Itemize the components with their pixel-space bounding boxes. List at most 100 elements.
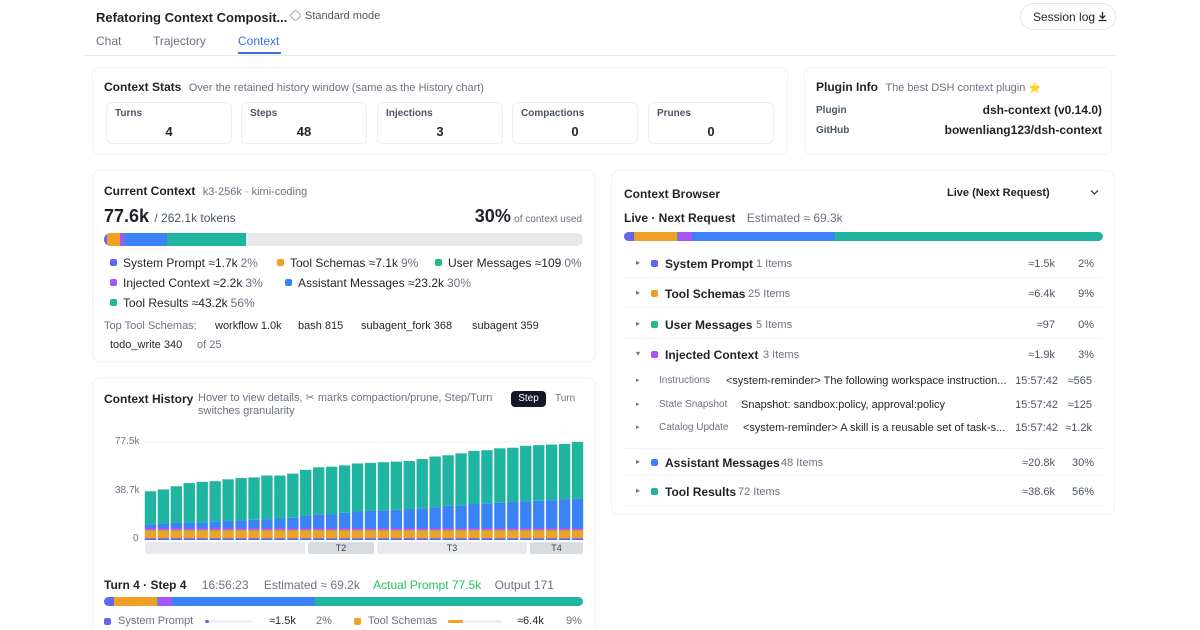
history-bar-tool-results[interactable] [157, 489, 170, 524]
history-bar-tool-results[interactable] [261, 475, 273, 520]
history-bar-injected-context[interactable] [274, 527, 286, 530]
history-bar-tool-schemas[interactable] [494, 530, 506, 539]
history-bar-user-messages[interactable] [196, 529, 208, 531]
history-bar-tool-results[interactable] [325, 466, 338, 515]
history-bar-injected-context[interactable] [248, 527, 260, 530]
history-bar-user-messages[interactable] [157, 529, 170, 531]
history-bar-system-prompt[interactable] [442, 538, 454, 540]
history-bar-system-prompt[interactable] [157, 538, 170, 540]
history-bar-tool-schemas[interactable] [442, 530, 454, 539]
history-bar-tool-schemas[interactable] [209, 530, 221, 539]
history-bar-system-prompt[interactable] [533, 538, 545, 540]
history-bar-injected-context[interactable] [183, 527, 195, 530]
history-bar-injected-context[interactable] [351, 527, 364, 530]
history-bar-user-messages[interactable] [209, 529, 221, 531]
history-bar-tool-schemas[interactable] [533, 530, 545, 539]
history-bar-system-prompt[interactable] [196, 538, 208, 540]
history-bar-tool-results[interactable] [533, 445, 545, 501]
history-bar-assistant-messages[interactable] [442, 505, 454, 528]
history-bar-system-prompt[interactable] [545, 538, 558, 540]
history-bar-injected-context[interactable] [494, 527, 506, 530]
history-bar-system-prompt[interactable] [571, 538, 584, 540]
history-bar-assistant-messages[interactable] [416, 508, 428, 528]
history-bar-system-prompt[interactable] [248, 538, 260, 540]
history-bar-injected-context[interactable] [390, 527, 403, 530]
history-bar-tool-schemas[interactable] [248, 530, 260, 539]
history-bar-user-messages[interactable] [248, 529, 260, 531]
history-bar-user-messages[interactable] [377, 529, 390, 531]
history-bar-system-prompt[interactable] [481, 538, 493, 540]
history-bar-assistant-messages[interactable] [170, 522, 183, 528]
history-bar-assistant-messages[interactable] [494, 502, 506, 528]
history-bar-tool-schemas[interactable] [144, 530, 157, 539]
browser-row-assistant-messages[interactable]: ▸ Assistant Messages 48 Items ≈20.8k 30% [624, 448, 1103, 476]
mode-indicator[interactable]: Standard mode [289, 9, 380, 22]
history-bar-assistant-messages[interactable] [338, 512, 351, 528]
history-bar-user-messages[interactable] [364, 529, 377, 531]
history-bar-injected-context[interactable] [157, 527, 170, 530]
history-bar-tool-results[interactable] [144, 491, 157, 525]
history-bar-injected-context[interactable] [377, 527, 390, 530]
injected-item-state-snapshot[interactable]: ▸ State Snapshot Snapshot: sandbox:polic… [624, 394, 1103, 418]
history-bar-system-prompt[interactable] [494, 538, 506, 540]
history-bar-user-messages[interactable] [545, 529, 558, 531]
history-bar-tool-schemas[interactable] [429, 530, 441, 539]
history-bar-user-messages[interactable] [533, 529, 545, 531]
history-bar-assistant-messages[interactable] [364, 510, 377, 528]
history-bar-user-messages[interactable] [558, 529, 571, 531]
history-bar-tool-schemas[interactable] [416, 530, 428, 539]
history-bar-tool-schemas[interactable] [287, 530, 299, 539]
history-bar-tool-results[interactable] [313, 467, 325, 515]
history-bar-system-prompt[interactable] [144, 538, 157, 540]
history-bar-injected-context[interactable] [558, 527, 571, 530]
history-bar-injected-context[interactable] [545, 527, 558, 530]
history-bar-assistant-messages[interactable] [520, 501, 532, 528]
history-bar-assistant-messages[interactable] [455, 505, 467, 528]
history-bar-assistant-messages[interactable] [429, 507, 441, 528]
history-bar-system-prompt[interactable] [300, 538, 312, 540]
history-bar-assistant-messages[interactable] [468, 503, 480, 528]
history-bar-tool-results[interactable] [235, 478, 247, 521]
history-bar-injected-context[interactable] [442, 527, 454, 530]
browser-row-system-prompt[interactable]: ▸ System Prompt 1 Items ≈1.5k 2% [624, 250, 1103, 278]
history-bar-tool-results[interactable] [338, 465, 351, 513]
history-bar-assistant-messages[interactable] [209, 521, 221, 528]
history-bar-user-messages[interactable] [468, 529, 480, 531]
history-bar-injected-context[interactable] [533, 527, 545, 530]
history-bar-tool-results[interactable] [481, 450, 493, 504]
history-bar-assistant-messages[interactable] [390, 509, 403, 528]
request-select[interactable]: Live (Next Request) [942, 181, 1106, 205]
context-history-chart[interactable] [144, 434, 584, 554]
history-bar-tool-results[interactable] [196, 481, 208, 523]
history-bar-tool-results[interactable] [468, 450, 480, 504]
history-bar-injected-context[interactable] [209, 527, 221, 530]
history-bar-tool-results[interactable] [494, 448, 506, 503]
history-bar-system-prompt[interactable] [558, 538, 571, 540]
history-bar-assistant-messages[interactable] [571, 498, 584, 528]
history-bar-injected-context[interactable] [338, 527, 351, 530]
history-bar-system-prompt[interactable] [416, 538, 428, 540]
history-bar-assistant-messages[interactable] [351, 511, 364, 528]
history-bar-tool-schemas[interactable] [325, 530, 338, 539]
history-bar-assistant-messages[interactable] [533, 500, 545, 528]
history-bar-user-messages[interactable] [222, 529, 234, 531]
history-bar-tool-results[interactable] [183, 483, 195, 523]
history-bar-tool-schemas[interactable] [300, 530, 312, 539]
history-bar-tool-results[interactable] [364, 462, 377, 511]
history-bar-user-messages[interactable] [261, 529, 273, 531]
injected-item-catalog-update[interactable]: ▸ Catalog Update <system-reminder> A ski… [624, 417, 1103, 441]
history-bar-assistant-messages[interactable] [313, 514, 325, 528]
history-bar-user-messages[interactable] [287, 529, 299, 531]
history-bar-user-messages[interactable] [325, 529, 338, 531]
granularity-turn-button[interactable]: Turn [555, 393, 575, 404]
history-bar-tool-results[interactable] [170, 486, 183, 523]
tab-trajectory[interactable]: Trajectory [153, 34, 206, 48]
history-bar-tool-results[interactable] [209, 481, 221, 522]
history-bar-tool-results[interactable] [416, 459, 428, 509]
history-bar-tool-schemas[interactable] [170, 530, 183, 539]
history-bar-tool-results[interactable] [571, 442, 584, 499]
history-bar-injected-context[interactable] [222, 527, 234, 530]
history-bar-user-messages[interactable] [313, 529, 325, 531]
history-bar-system-prompt[interactable] [274, 538, 286, 540]
history-bar-tool-schemas[interactable] [390, 530, 403, 539]
